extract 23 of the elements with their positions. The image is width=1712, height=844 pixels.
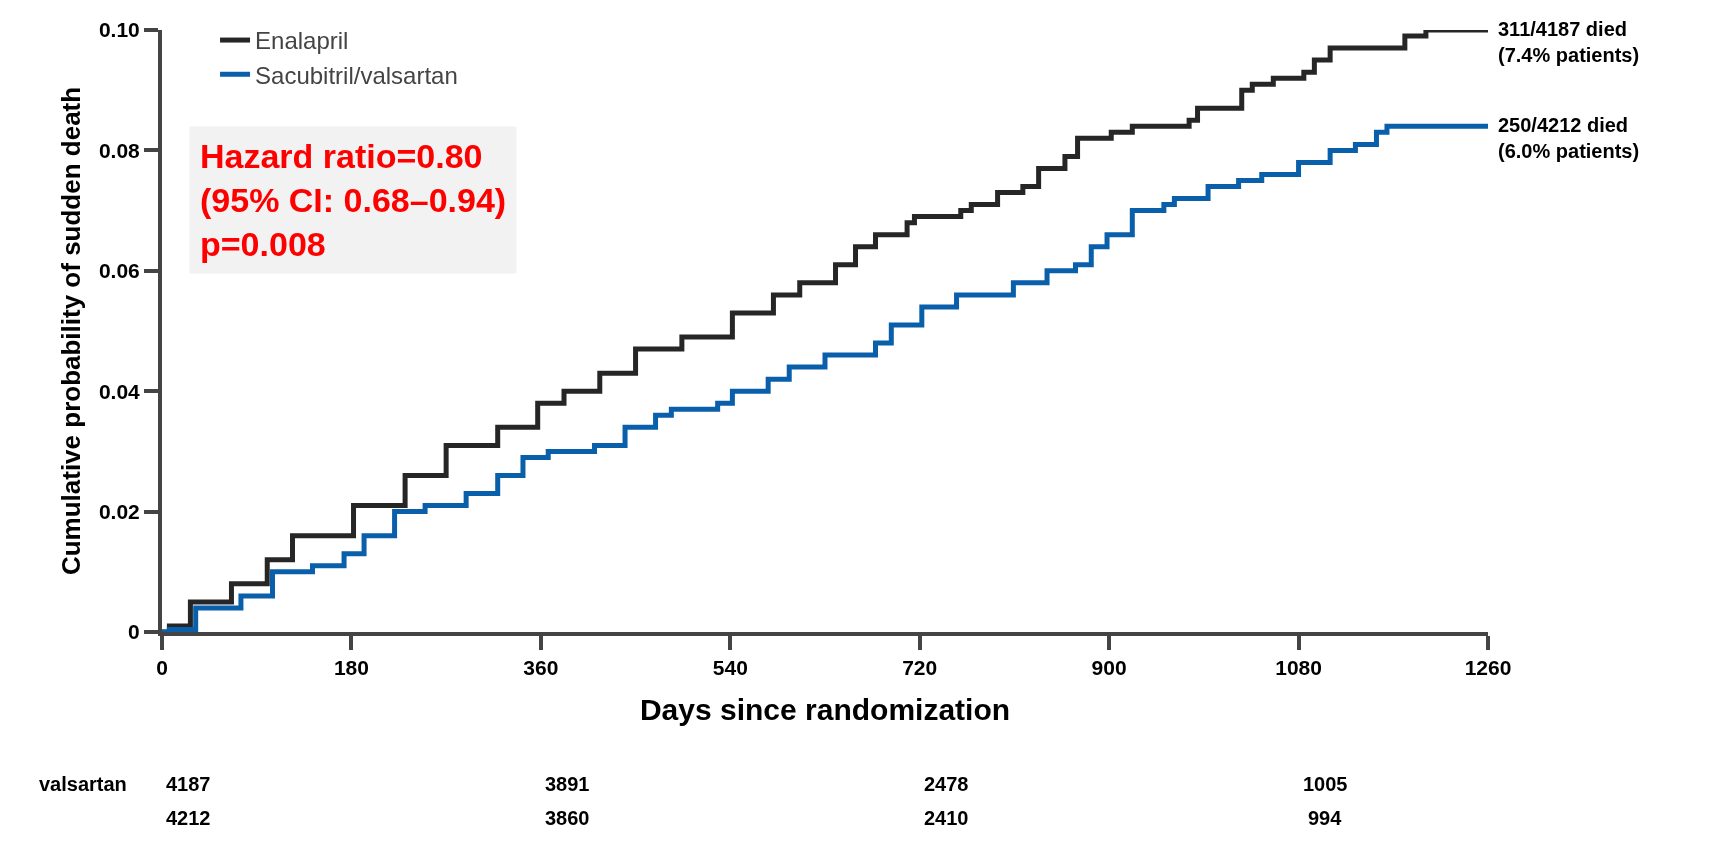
x-tick-label: 360 <box>523 656 559 680</box>
text: valsartan 4187 3891 2478 1005 <box>39 773 1348 795</box>
y-tick-label: 0.10 <box>98 18 140 42</box>
y-tick-label: 0.06 <box>98 259 140 283</box>
legend-label: Sacubitril/valsartan <box>255 61 458 89</box>
x-tick-label: 720 <box>902 656 938 680</box>
y-tick-label: 0.08 <box>98 138 141 162</box>
y-axis-title: Cumulative probability of sudden death <box>55 86 86 576</box>
x-tick-label: 1260 <box>1464 656 1512 680</box>
y-tick-label: 0.04 <box>98 379 141 403</box>
x-tick-label: 180 <box>333 656 369 680</box>
text: 4212 3860 2410 994 <box>166 807 1342 829</box>
text: 311/4187 died (7.4% patients) <box>1498 18 1640 66</box>
annotation: Hazard ratio=0.80 (95% CI: 0.68–0.94) p=0.008 <box>200 137 507 264</box>
x-tick-label: 1080 <box>1275 656 1322 680</box>
x-tick-label: 0 <box>156 656 168 680</box>
text: 250/4212 died (6.0% patients) <box>1498 114 1640 162</box>
x-axis-title: Days since randomization <box>639 693 1011 727</box>
x-tick-label: 900 <box>1091 656 1127 680</box>
legend-label: Enalapril <box>255 27 349 55</box>
y-tick-label: 0.02 <box>98 499 140 523</box>
y-tick-label: 0 <box>128 620 140 644</box>
x-tick-label: 540 <box>712 656 748 680</box>
